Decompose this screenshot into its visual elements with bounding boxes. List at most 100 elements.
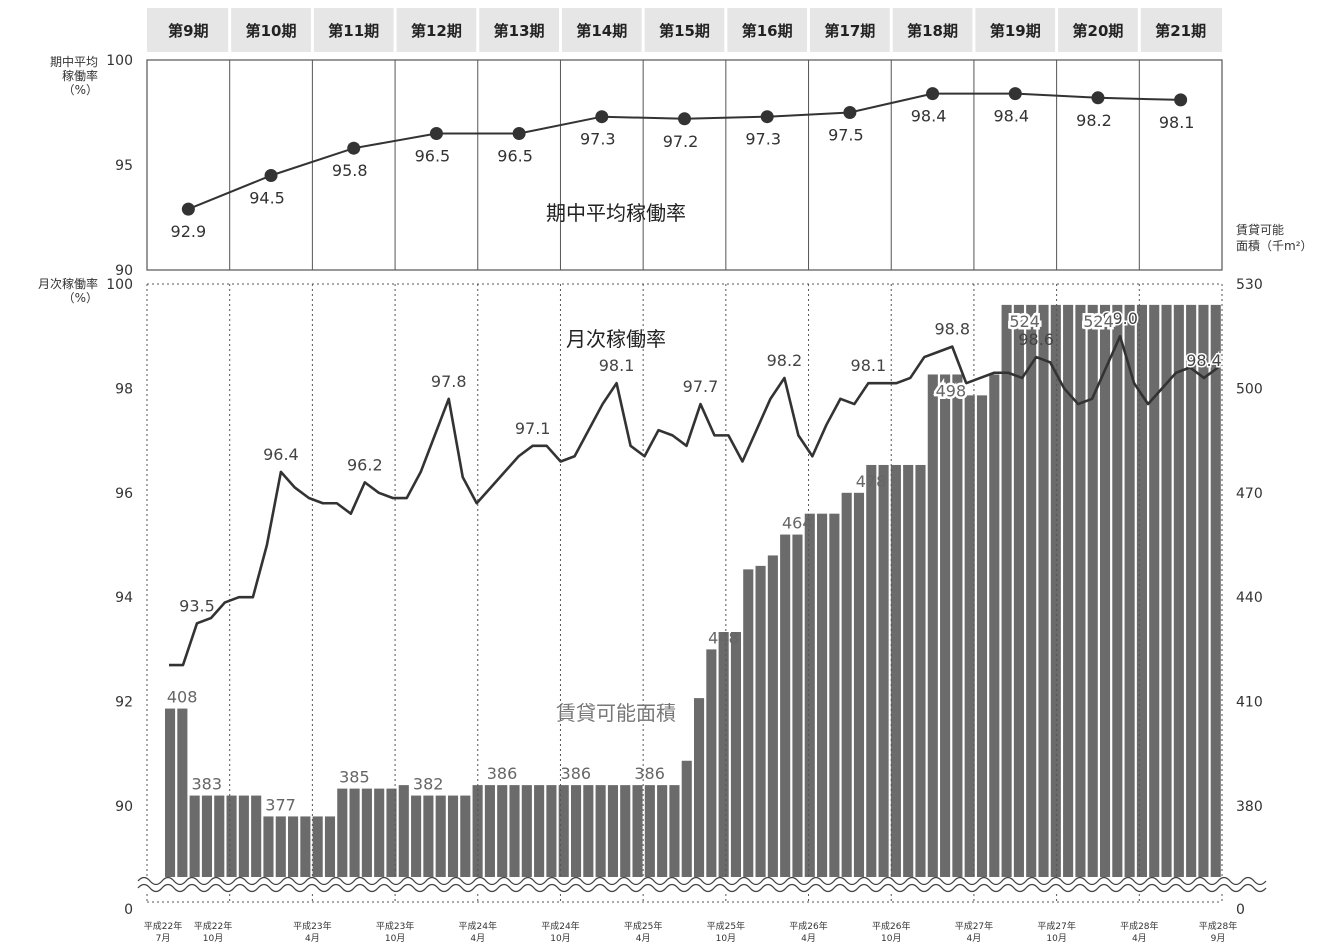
rentable-area-bar [558,785,569,888]
rentable-area-bar [755,565,766,888]
bottom-left-y-axis-title: （%） [63,291,98,305]
period-header-label: 第12期 [411,22,462,40]
avg-occupancy-point [595,110,609,124]
rentable-area-bar [1186,304,1197,888]
monthly-occupancy-value-label: 97.8 [431,372,467,391]
bottom-left-y-tick-label: 90 [115,799,133,815]
bottom-left-y-tick-label: 94 [115,590,133,606]
rentable-area-bar [570,785,582,888]
bottom-right-y-axis-title: 賃貸可能 [1236,222,1284,237]
rentable-area-bar [165,708,176,888]
rentable-area-bar [1112,304,1123,888]
bottom-left-y-tick-label: 92 [115,695,133,711]
rentable-area-bar [620,785,631,888]
monthly-occupancy-value-label: 96.4 [263,445,299,464]
rentable-area-bar [324,816,336,888]
rentable-area-value-label: 498 [936,381,967,400]
avg-occupancy-point [678,112,691,126]
bottom-right-y-axis-title: 面積（千m²） [1236,238,1313,253]
rentable-area-bar [386,788,397,888]
avg-occupancy-value-label: 95.8 [332,161,368,180]
rentable-area-bar [546,785,557,888]
rentable-area-bar [915,464,926,888]
rentable-area-bar [1136,304,1147,888]
bottom-right-y-tick-label: 410 [1236,695,1263,711]
avg-occupancy-point [1008,87,1022,101]
rentable-area-bar [1161,304,1172,888]
x-tick-label-month: 4月 [801,933,816,944]
avg-occupancy-value-label: 97.2 [663,132,699,151]
rentable-area-bar [1099,304,1111,888]
period-header-label: 第10期 [246,22,297,40]
rentable-area-bar [607,785,618,888]
rentable-area-value-label: 408 [167,688,198,707]
period-header-label: 第15期 [659,22,710,40]
bottom-left-y-tick-label: 0 [124,902,133,918]
x-tick-label-year: 平成22年 [194,920,232,932]
rentable-area-value-label: 377 [265,795,296,814]
x-tick-label-month: 9月 [1211,933,1226,944]
rentable-area-bar [374,788,385,888]
rentable-area-bar [472,785,483,888]
avg-occupancy-point [1174,93,1188,107]
monthly-occupancy-value-label: 97.7 [683,377,719,396]
rentable-area-bar [1013,304,1024,888]
avg-occupancy-point [1091,91,1105,105]
avg-occupancy-point [264,169,278,182]
rentable-area-bar [189,795,200,888]
top-y-axis-title: （%） [63,83,98,97]
rentable-area-bar [1075,304,1086,888]
rentable-area-value-label: 386 [561,764,592,783]
monthly-occupancy-value-label: 98.8 [934,320,970,339]
rentable-area-bar [201,795,213,888]
rentable-area-bar [509,785,520,888]
avg-occupancy-point [429,127,443,140]
rentable-area-bar [1063,304,1074,888]
rentable-area-bar [349,788,360,888]
monthly-occupancy-value-label: 97.1 [515,419,551,438]
rentable-area-value-label: 386 [634,764,665,783]
x-tick-label-month: 7月 [156,933,171,944]
monthly-occupancy-value-label: 98.6 [1018,330,1054,349]
avg-occupancy-value-label: 97.3 [745,130,781,149]
rentable-area-bar [940,374,951,889]
avg-occupancy-value-label: 98.4 [911,107,947,126]
rentable-area-bar [1210,304,1221,888]
avg-occupancy-point [512,127,526,140]
x-tick-label-year: 平成23年 [376,920,414,932]
rentable-area-bar [238,795,249,888]
avg-occupancy-point [347,141,361,155]
monthly-occupancy-value-label: 98.4 [1186,351,1222,370]
rentable-area-value-label: 524 [1083,312,1114,331]
rentable-area-series-title: 賃貸可能面積 [556,701,676,725]
rentable-area-bar [927,374,938,889]
x-tick-label-month: 10月 [550,933,570,944]
rentable-area-bar [1050,304,1061,888]
monthly-occupancy-series-title: 月次稼働率 [566,327,666,351]
rentable-area-bar [964,395,975,888]
x-tick-label-year: 平成27年 [1037,920,1075,932]
rentable-area-bar [398,785,409,888]
period-header-label: 第17期 [824,22,875,40]
x-tick-label-month: 4月 [305,933,320,944]
period-header-label: 第13期 [494,22,545,40]
rentable-area-bar [263,816,274,888]
bottom-right-y-tick-label: 0 [1236,902,1245,918]
rentable-area-bar [890,464,901,888]
avg-occupancy-value-label: 98.1 [1159,113,1195,132]
bottom-right-y-tick-label: 470 [1236,486,1263,502]
period-header-label: 第14期 [576,22,627,40]
rentable-area-bar [214,795,225,888]
rentable-area-bar [423,795,434,888]
rentable-area-bar [792,534,803,888]
period-header-band [147,8,1222,52]
monthly-occupancy-value-label: 98.1 [851,356,887,375]
rentable-area-bar [312,816,323,888]
rentable-area-bar [829,513,840,888]
avg-occupancy-value-label: 92.9 [171,222,207,241]
rentable-area-bar [484,785,495,888]
top-chart-title: 期中平均稼働率 [546,201,686,225]
bottom-right-y-tick-label: 530 [1236,277,1263,293]
x-tick-label-year: 平成23年 [293,920,331,932]
